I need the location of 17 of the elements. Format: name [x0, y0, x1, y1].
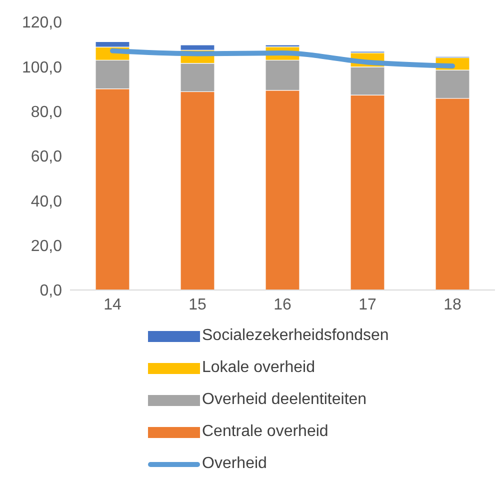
- x-tick-label: 15: [188, 296, 206, 314]
- y-tick-label: 80,0: [30, 104, 62, 122]
- y-tick-label: 120,0: [22, 14, 62, 32]
- y-tick-label: 60,0: [30, 148, 62, 166]
- legend-label: Lokale overheid: [202, 359, 315, 377]
- y-tick-label: 20,0: [30, 238, 62, 256]
- x-tick-label: 18: [444, 296, 462, 314]
- x-tick-label: 17: [358, 296, 376, 314]
- y-tick-label: 0,0: [40, 282, 62, 300]
- x-tick-label: 16: [274, 296, 292, 314]
- legend-label: Socialezekerheidsfondsen: [202, 327, 389, 345]
- legend-label: Centrale overheid: [202, 423, 328, 441]
- legend-label: Overheid deelentiteiten: [202, 391, 367, 409]
- y-tick-label: 100,0: [22, 59, 62, 76]
- y-tick-label: 40,0: [30, 193, 62, 210]
- legend-label: Overheid: [202, 455, 267, 473]
- x-tick-label: 14: [104, 296, 122, 314]
